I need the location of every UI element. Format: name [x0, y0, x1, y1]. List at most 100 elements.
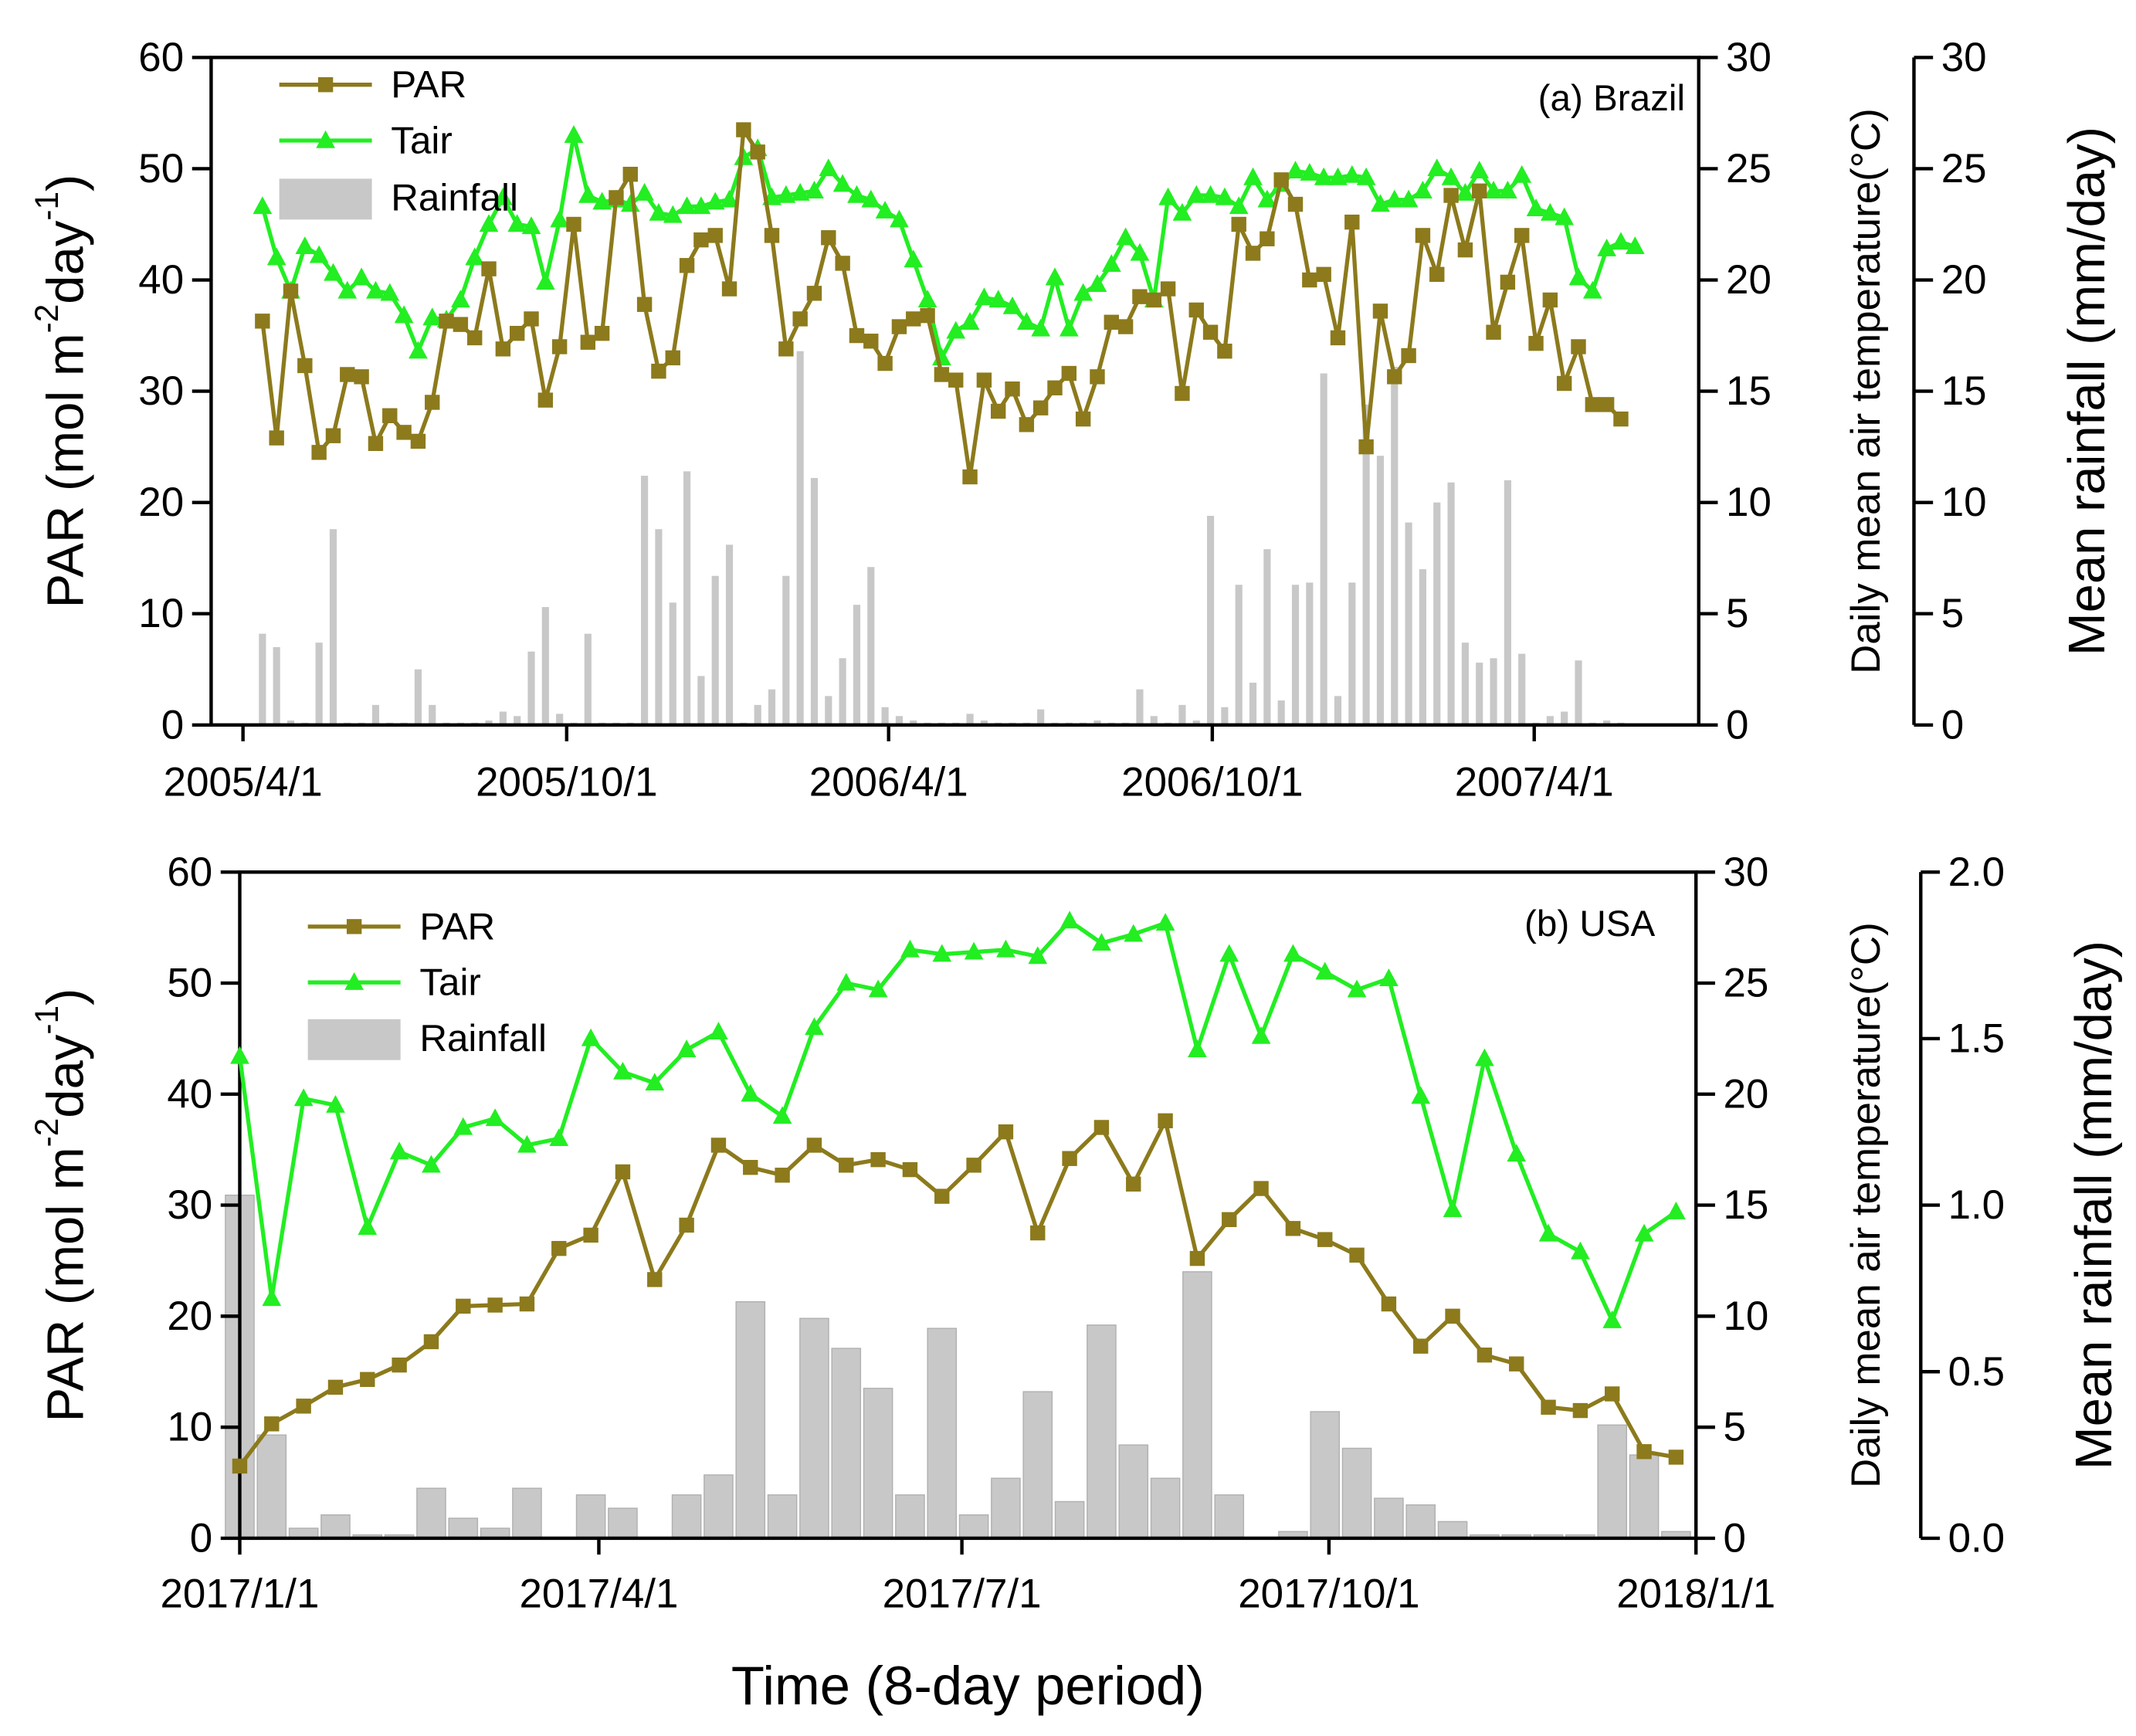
tair-marker	[409, 341, 428, 359]
par-marker	[934, 1188, 950, 1204]
rainfall-bar	[725, 544, 734, 725]
par-marker	[1358, 439, 1374, 455]
tair-line	[260, 133, 1636, 361]
tair-marker	[1399, 189, 1419, 208]
tair-marker	[1073, 283, 1093, 301]
y2-tick-label: 25	[1726, 146, 1772, 192]
x-tick-label: 2005/10/1	[476, 759, 657, 805]
tair-marker	[975, 287, 994, 306]
legend-label: PAR	[419, 905, 495, 948]
par-marker	[325, 428, 341, 443]
rainfall-bar	[1221, 707, 1229, 725]
tair-marker	[1172, 202, 1192, 221]
y2-tick-label: 30	[1723, 849, 1768, 895]
tair-marker	[1540, 202, 1560, 221]
par-marker	[1457, 242, 1473, 258]
rainfall-bar	[1087, 1324, 1117, 1539]
tair-marker	[324, 263, 343, 281]
tair-marker	[1243, 167, 1263, 185]
y-tick-label: 20	[138, 480, 184, 525]
par-marker	[1429, 266, 1445, 283]
rainfall-bar	[514, 716, 521, 725]
tair-marker	[996, 939, 1015, 958]
rainfall-bar	[669, 602, 676, 725]
rainfall-bar	[575, 1494, 606, 1539]
tair-marker	[266, 247, 286, 266]
y2-axis-label: Daily mean air temperature(°C)	[1843, 108, 1889, 674]
par-marker	[1443, 188, 1459, 203]
par-marker	[1514, 228, 1530, 243]
par-marker	[368, 436, 384, 452]
tair-marker	[1300, 162, 1320, 181]
par-marker	[1202, 324, 1219, 340]
par-marker	[1160, 281, 1176, 297]
legend-marker	[317, 76, 334, 93]
rainfall-bar	[867, 567, 875, 725]
par-marker	[1117, 319, 1134, 334]
legend-marker	[346, 919, 362, 934]
par-marker	[877, 355, 893, 371]
par-marker	[693, 232, 709, 248]
par-marker	[1132, 289, 1148, 304]
rainfall-bar	[1437, 1521, 1468, 1539]
par-marker	[425, 395, 440, 410]
par-marker	[870, 1151, 886, 1168]
tair-marker	[230, 1046, 249, 1064]
tair-marker	[635, 182, 654, 201]
par-marker	[1372, 303, 1388, 319]
tair-marker	[1385, 189, 1405, 208]
par-marker	[456, 1298, 471, 1314]
tair-marker	[253, 196, 273, 215]
y2-tick-label: 25	[1723, 961, 1768, 1006]
par-marker	[962, 469, 978, 485]
par-marker	[966, 1158, 982, 1173]
x-tick-label: 2018/1/1	[1616, 1572, 1775, 1617]
rainfall-bar	[1603, 721, 1611, 725]
y-tick-label: 40	[167, 1071, 212, 1117]
tair-marker	[1251, 1026, 1271, 1044]
legend-swatch	[279, 178, 372, 220]
tair-marker	[1283, 944, 1303, 962]
tair-marker	[875, 200, 895, 219]
tair-marker	[1512, 164, 1532, 183]
par-marker	[1528, 335, 1544, 351]
tair-marker	[645, 1073, 665, 1091]
tair-line	[237, 918, 1677, 1323]
tair-marker	[1625, 236, 1645, 255]
y-axis-label-part: PAR (mol m	[36, 1147, 94, 1422]
tair-marker	[578, 185, 598, 203]
tair-marker	[1059, 318, 1079, 337]
par-marker	[1253, 1181, 1269, 1196]
par-marker	[1231, 216, 1246, 232]
rainfall-bar	[754, 704, 761, 725]
tair-marker	[1092, 933, 1111, 951]
rainfall-bar	[767, 1494, 798, 1539]
par-marker	[410, 433, 426, 449]
par-marker	[382, 408, 398, 423]
par-marker	[976, 372, 992, 388]
rainfall-bar	[895, 716, 904, 725]
par-marker	[1605, 1386, 1620, 1402]
tair-marker	[1456, 182, 1475, 201]
y3-tick-label: 0.5	[1948, 1349, 2005, 1395]
par-marker	[1146, 292, 1161, 308]
rainfall-bar	[1405, 1504, 1436, 1539]
tair-marker	[1229, 196, 1249, 215]
rainfall-bar	[1461, 643, 1469, 725]
par-marker	[891, 319, 907, 334]
par-marker	[327, 1379, 344, 1395]
par-marker	[1260, 231, 1275, 246]
legend-label: PAR	[391, 63, 466, 106]
rainfall-bar	[1320, 373, 1327, 725]
y-axis-label-part: day	[36, 220, 94, 304]
par-marker	[902, 1161, 918, 1178]
tair-marker	[1002, 296, 1022, 314]
rainfall-bar	[1093, 721, 1101, 725]
rainfall-bar	[1150, 1477, 1181, 1539]
rainfall-bar	[1263, 549, 1271, 725]
par-marker	[775, 1168, 790, 1183]
tair-marker	[507, 214, 527, 232]
par-marker	[707, 228, 723, 243]
par-marker	[537, 392, 554, 408]
tair-marker	[366, 280, 385, 299]
